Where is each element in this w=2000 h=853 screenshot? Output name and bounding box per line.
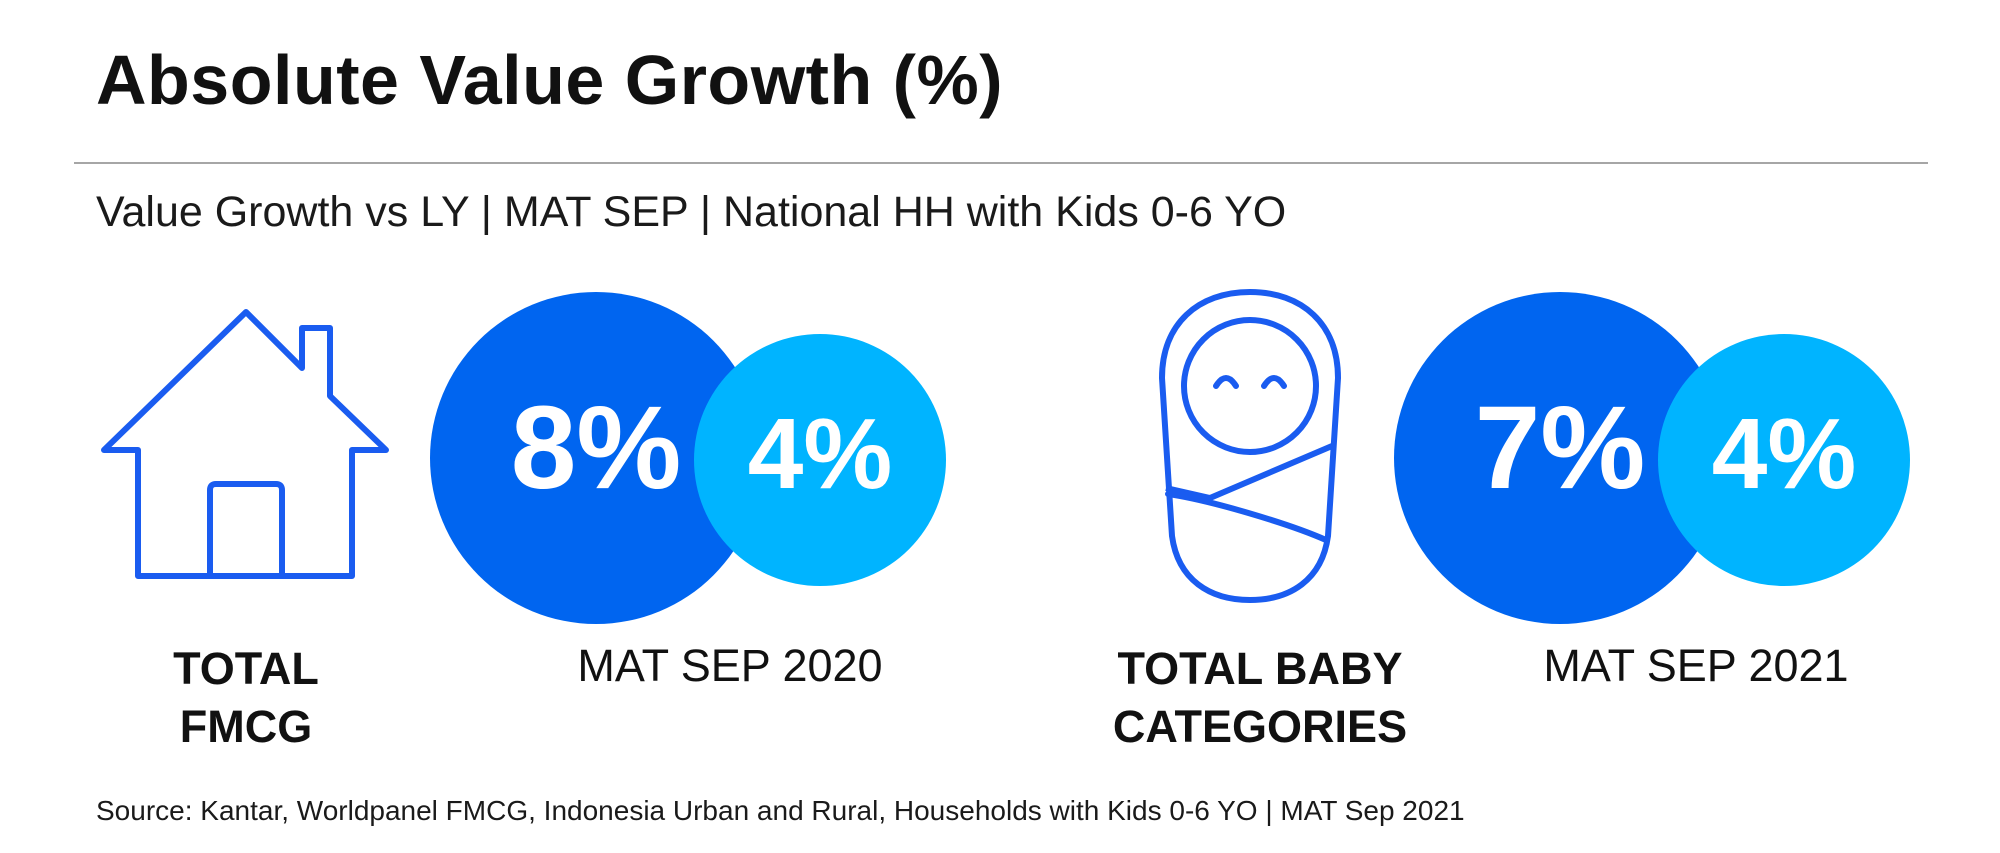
bubble-dark-value: 7% <box>1475 382 1646 514</box>
category-label-total-fmcg: TOTAL FMCG <box>146 640 346 756</box>
title-divider <box>74 162 1928 164</box>
category-label-line-1: TOTAL BABY <box>1117 643 1403 694</box>
category-label-line-1: TOTAL <box>173 643 319 694</box>
bubble-dark-value: 8% <box>511 382 682 514</box>
bubble-light <box>694 334 946 586</box>
category-label-line-2: FMCG <box>179 701 313 752</box>
period-label-2020: MAT SEP 2020 <box>577 640 883 691</box>
page-title: Absolute Value Growth (%) <box>96 41 1004 119</box>
bubble-dark <box>430 292 762 624</box>
bubble-light-value: 4% <box>748 398 893 510</box>
house-icon <box>100 308 392 584</box>
category-label-line-2: CATEGORIES <box>1112 701 1408 752</box>
bubble-pair-2: 7% 4% <box>1390 288 1930 628</box>
swaddled-baby-icon <box>1150 288 1350 608</box>
bubble-light-value: 4% <box>1712 398 1857 510</box>
bubble-dark <box>1394 292 1726 624</box>
source-note: Source: Kantar, Worldpanel FMCG, Indones… <box>96 795 1465 826</box>
bubble-light <box>1658 334 1910 586</box>
bubble-pair-1: 8% 4% <box>426 288 966 628</box>
page-subtitle: Value Growth vs LY | MAT SEP | National … <box>96 188 1287 236</box>
category-label-total-baby: TOTAL BABY CATEGORIES <box>1090 640 1430 756</box>
period-label-2021: MAT SEP 2021 <box>1543 640 1849 691</box>
